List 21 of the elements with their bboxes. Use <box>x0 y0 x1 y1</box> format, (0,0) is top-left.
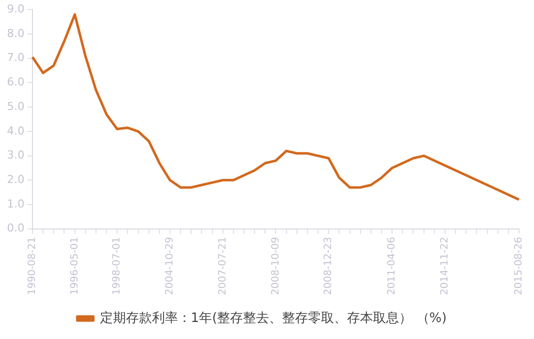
y-tick-label: 3.0 <box>6 148 24 162</box>
x-tick-label: 1996-05-01 <box>69 236 80 296</box>
x-tick-label: 2008-10-09 <box>270 236 282 296</box>
x-tick-label: 2015-08-26 <box>514 236 525 296</box>
x-tick-label: 2011-04-06 <box>386 236 398 296</box>
x-tick-label: 2007-07-21 <box>217 236 228 296</box>
x-tick-label: 1998-07-01 <box>112 236 123 296</box>
x-tick-label: 2004-10-29 <box>164 236 176 296</box>
x-tick-label: 2014-11-22 <box>440 236 451 296</box>
y-tick-label: 0.0 <box>6 222 24 235</box>
y-tick-label: 9.0 <box>6 2 24 16</box>
y-tick-label: 8.0 <box>6 26 24 40</box>
y-tick-label: 4.0 <box>6 124 24 138</box>
y-tick-label: 6.0 <box>6 76 24 89</box>
x-tick-label: 2008-12-23 <box>323 236 334 296</box>
x-tick-label: 1990-08-21 <box>27 236 38 296</box>
y-tick-label: 5.0 <box>6 100 24 113</box>
y-tick-label: 2.0 <box>6 173 24 186</box>
y-tick-label: 7.0 <box>6 51 24 64</box>
y-tick-label: 1.0 <box>6 197 24 210</box>
legend-label: 定期存款利率：1年(整存整去、整存零取、存本取息） （%) <box>100 310 447 326</box>
